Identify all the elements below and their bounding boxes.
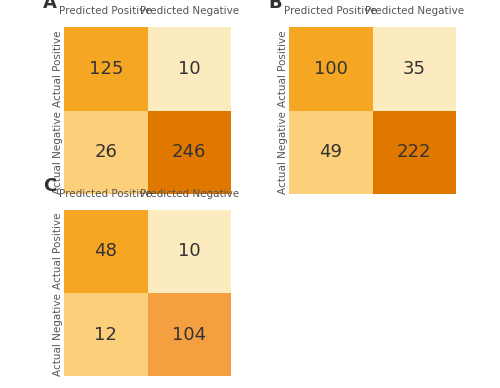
Text: 12: 12 xyxy=(94,326,117,344)
Bar xyxy=(148,293,231,376)
Bar xyxy=(289,111,372,194)
Text: Predicted Negative: Predicted Negative xyxy=(140,6,239,16)
Text: Actual Negative: Actual Negative xyxy=(53,293,63,376)
Text: Actual Negative: Actual Negative xyxy=(278,111,288,194)
Bar xyxy=(64,111,148,194)
Bar xyxy=(148,210,231,293)
Bar xyxy=(148,111,231,194)
Text: Predicted Positive: Predicted Positive xyxy=(284,6,377,16)
Bar xyxy=(64,210,148,293)
Text: Predicted Positive: Predicted Positive xyxy=(60,6,152,16)
Bar xyxy=(64,293,148,376)
Text: Actual Positive: Actual Positive xyxy=(53,213,63,289)
Text: 35: 35 xyxy=(402,60,425,78)
Text: Actual Positive: Actual Positive xyxy=(278,31,288,107)
Bar xyxy=(64,27,148,111)
Text: Actual Negative: Actual Negative xyxy=(53,111,63,194)
Text: A: A xyxy=(43,0,57,12)
Text: 125: 125 xyxy=(88,60,123,78)
Bar xyxy=(372,111,456,194)
Text: Predicted Positive: Predicted Positive xyxy=(60,189,152,199)
Text: C: C xyxy=(43,177,57,194)
Text: Actual Positive: Actual Positive xyxy=(53,31,63,107)
Bar xyxy=(148,27,231,111)
Text: Predicted Negative: Predicted Negative xyxy=(364,6,464,16)
Text: 10: 10 xyxy=(178,60,201,78)
Text: 246: 246 xyxy=(172,143,206,161)
Text: 48: 48 xyxy=(94,242,117,260)
Text: 10: 10 xyxy=(178,242,201,260)
Text: 26: 26 xyxy=(94,143,117,161)
Text: 104: 104 xyxy=(172,326,206,344)
Text: 100: 100 xyxy=(314,60,348,78)
Text: B: B xyxy=(268,0,282,12)
Text: Predicted Negative: Predicted Negative xyxy=(140,189,239,199)
Bar xyxy=(289,27,372,111)
Bar xyxy=(372,27,456,111)
Text: 222: 222 xyxy=(397,143,432,161)
Text: 49: 49 xyxy=(320,143,342,161)
